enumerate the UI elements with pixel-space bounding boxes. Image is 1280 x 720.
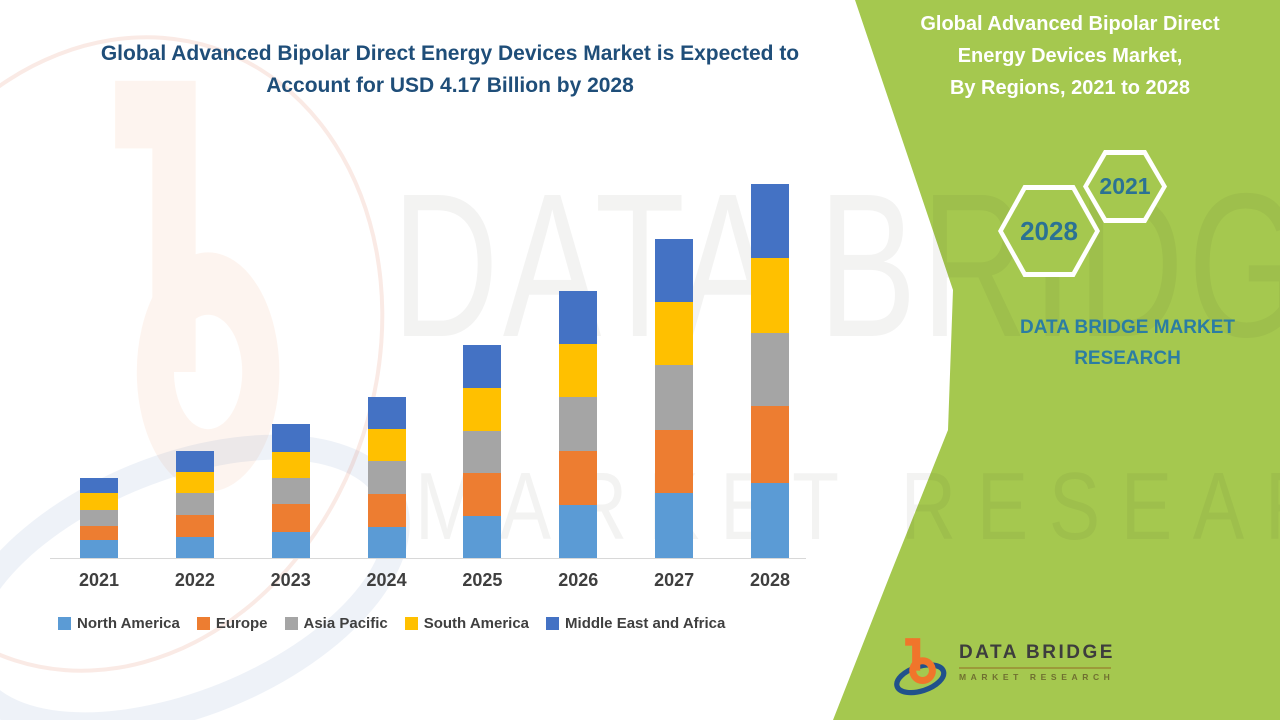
x-axis-line [50,558,806,559]
x-axis-label-2023: 2023 [270,570,311,590]
legend-swatch [196,617,210,630]
brand-underline [959,667,1111,669]
bar-2021 [80,478,118,558]
legend-label: North America [77,615,180,632]
hexagon-2021-fill [1088,155,1162,218]
bar-segment-south-america [175,471,214,493]
bar-segment-europe [655,429,694,493]
bar-segment-north-america [271,532,310,558]
bar-segment-middle-east-and-africa [175,451,214,472]
bar-segment-north-america [655,492,694,558]
bar-2024 [367,396,406,558]
x-axis-label-2022: 2022 [174,570,215,590]
bar-segment-middle-east-and-africa [750,184,789,258]
bar-2028 [750,184,789,558]
panel-caption-line2: RESEARCH [1074,348,1181,369]
panel-brand-caption: DATA BRIDGE MARKET RESEARCH [985,312,1270,374]
brand-subtitle: MARKET RESEARCH [959,672,1115,682]
bar-segment-middle-east-and-africa [271,424,310,453]
bar-segment-south-america [559,343,598,398]
bar-segment-south-america [80,492,118,510]
bar-segment-north-america [559,505,598,558]
bar-segment-south-america [463,387,502,431]
bar-segment-south-america [655,301,694,366]
bar-segment-north-america [175,537,214,558]
bar-segment-europe [80,525,118,541]
bar-segment-asia-pacific [559,397,598,452]
brand-logo-icon [894,638,947,696]
legend-swatch [58,617,71,630]
bar-segment-north-america [80,540,118,558]
legend-swatch [284,617,298,630]
bar-2025 [463,345,502,558]
legend-label: Asia Pacific [303,615,388,632]
bar-segment-europe [463,472,502,516]
hexagon-badge-2028: 2028 [998,185,1100,277]
chart-legend: North America Europe Asia Pacific South Ame… [58,615,725,632]
brand-name: DATA BRIDGE [959,642,1115,663]
x-axis-label-2021: 2021 [78,570,120,590]
panel-heading-line1: Global Advanced Bipolar Direct [920,13,1220,35]
x-axis-label-2028: 2028 [749,570,790,590]
bar-segment-asia-pacific [80,509,118,526]
bar-segment-north-america [367,526,406,558]
bar-segment-europe [559,451,598,506]
bar-2023 [271,424,310,558]
chart-title-line2: Account for USD 4.17 Billion by 2028 [266,74,634,97]
bar-segment-asia-pacific [175,492,214,515]
x-axis-label-2025: 2025 [462,570,503,590]
legend-item-middle-east-and-africa: Middle East and Africa [546,615,725,632]
bar-segment-south-america [750,257,789,333]
panel-heading: Global Advanced Bipolar Direct Energy De… [880,8,1260,104]
bar-segment-middle-east-and-africa [463,345,502,388]
brand-logo: DATA BRIDGE MARKET RESEARCH [893,634,1115,698]
bar-segment-middle-east-and-africa [655,238,694,302]
x-axis-label-2024: 2024 [366,570,407,590]
bar-segment-europe [750,406,789,483]
bar-segment-europe [367,494,406,527]
bar-segment-north-america [750,482,789,558]
legend-label: Europe [215,615,268,632]
hexagon-badge-2021: 2021 [1083,150,1167,223]
chart-title: Global Advanced Bipolar Direct Energy De… [30,38,870,102]
legend-item-south-america: South America [404,615,530,632]
bar-segment-europe [271,504,310,532]
bar-segment-asia-pacific [463,430,502,473]
chart-title-line1: Global Advanced Bipolar Direct Energy De… [100,42,800,65]
panel-heading-line3: By Regions, 2021 to 2028 [949,77,1191,99]
legend-label: South America [423,615,530,632]
bar-segment-south-america [271,452,310,479]
legend-item-north-america: North America [58,615,180,632]
bar-2027 [655,238,694,558]
bar-2022 [175,451,214,558]
bar-segment-asia-pacific [271,478,310,505]
bar-segment-asia-pacific [367,461,406,495]
bar-segment-asia-pacific [750,332,789,407]
bar-segment-middle-east-and-africa [559,290,598,344]
bar-segment-south-america [367,428,406,462]
brand-logo-text: DATA BRIDGE MARKET RESEARCH [959,634,1115,682]
hexagon-2028-label: 2028 [1020,215,1078,246]
bar-segment-middle-east-and-africa [367,396,406,429]
hexagon-2021-label: 2021 [1099,173,1151,199]
legend-swatch [404,617,418,630]
x-axis-label-2027: 2027 [654,570,695,590]
bar-segment-north-america [463,515,502,558]
bar-2026 [559,290,598,558]
x-axis-label-2026: 2026 [558,570,599,590]
legend-label: Middle East and Africa [565,615,726,632]
legend-item-asia-pacific: Asia Pacific [284,615,388,632]
bar-segment-asia-pacific [655,365,694,430]
panel-caption-line1: DATA BRIDGE MARKET [1020,317,1235,338]
panel-heading-line2: Energy Devices Market, [957,45,1183,67]
legend-swatch [546,617,560,630]
bar-segment-middle-east-and-africa [80,478,118,493]
legend-item-europe: Europe [196,615,268,632]
bar-segment-europe [175,514,214,538]
